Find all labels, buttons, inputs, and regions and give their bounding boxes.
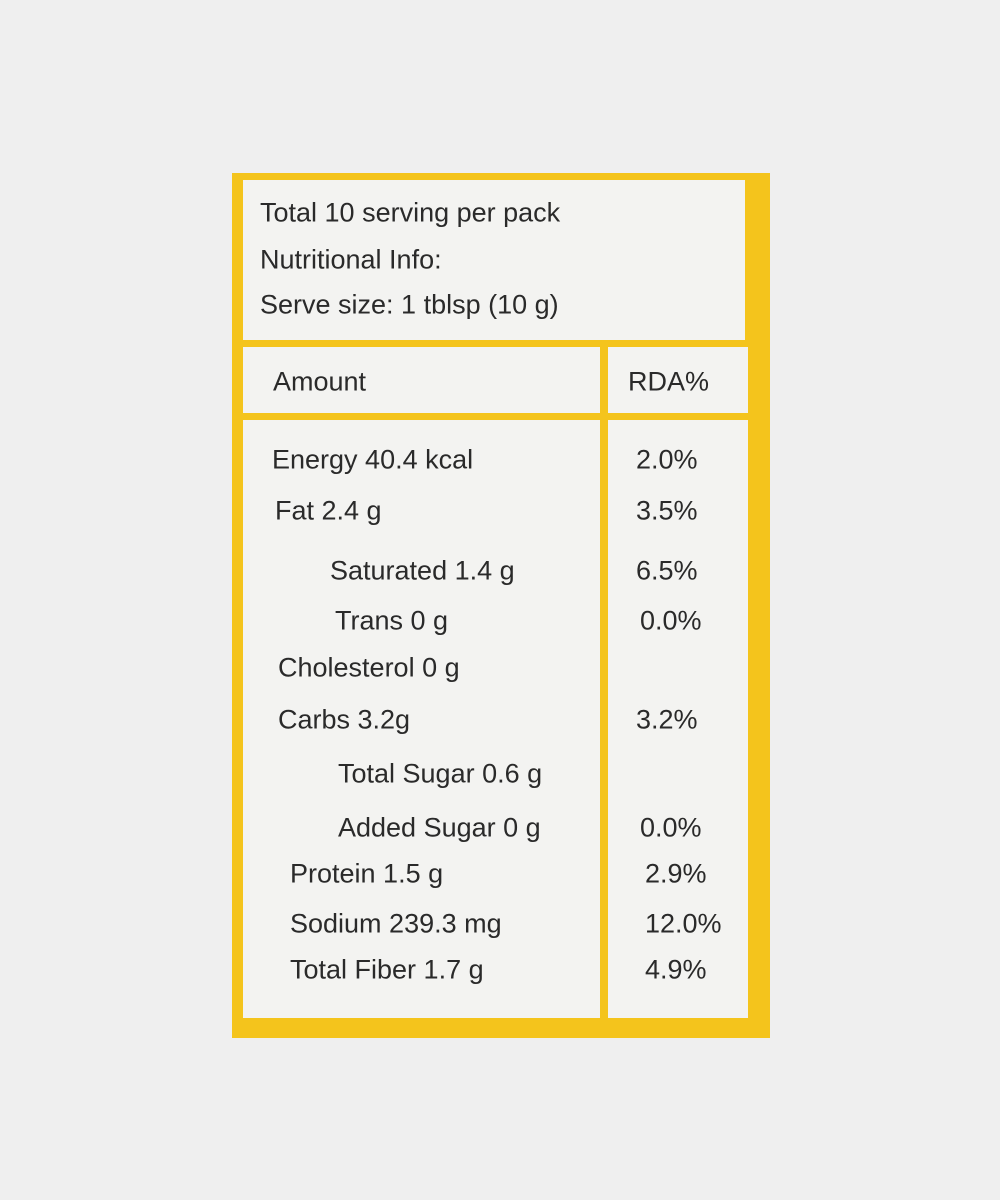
rda-value: 2.9% (645, 858, 707, 889)
nutrient: Carbs 3.2g (278, 704, 411, 735)
nutrient: Trans 0 g (335, 605, 449, 636)
body-cell (608, 420, 748, 1018)
rda-value: 0.0% (640, 812, 702, 843)
rda-value: 4.9% (645, 954, 707, 985)
nutrient: Saturated 1.4 g (330, 555, 515, 586)
rda-value: 2.0% (636, 444, 698, 475)
rda-value: 3.2% (636, 704, 698, 735)
rda-value: 6.5% (636, 555, 698, 586)
rda-value: 3.5% (636, 495, 698, 526)
header-line: Serve size: 1 tblsp (10 g) (260, 289, 559, 320)
nutrient: Energy 40.4 kcal (272, 444, 474, 475)
header-cell (243, 347, 600, 413)
nutrient: Sodium 239.3 mg (290, 908, 502, 939)
nutrient: Total Fiber 1.7 g (290, 954, 484, 985)
nutrient: Added Sugar 0 g (338, 812, 541, 843)
body-cell (243, 420, 600, 1018)
header-line: Nutritional Info: (260, 244, 442, 275)
header-line: Total 10 serving per pack (260, 197, 561, 228)
nutrient: Cholesterol 0 g (278, 652, 460, 683)
header-cell (608, 347, 748, 413)
column-header: RDA% (628, 366, 710, 397)
nutrient: Total Sugar 0.6 g (338, 758, 543, 789)
rda-value: 0.0% (640, 605, 702, 636)
rda-value: 12.0% (645, 908, 722, 939)
column-header: Amount (273, 366, 367, 397)
nutrient: Protein 1.5 g (290, 858, 444, 889)
header-box (243, 180, 745, 340)
nutrient: Fat 2.4 g (275, 495, 382, 526)
